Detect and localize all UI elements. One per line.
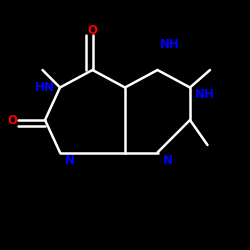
Text: N: N xyxy=(65,154,75,166)
Text: O: O xyxy=(8,114,18,126)
Text: NH: NH xyxy=(195,88,215,102)
Text: HN: HN xyxy=(35,81,55,94)
Text: O: O xyxy=(88,24,98,36)
Text: NH: NH xyxy=(160,38,180,52)
Text: N: N xyxy=(162,154,172,166)
